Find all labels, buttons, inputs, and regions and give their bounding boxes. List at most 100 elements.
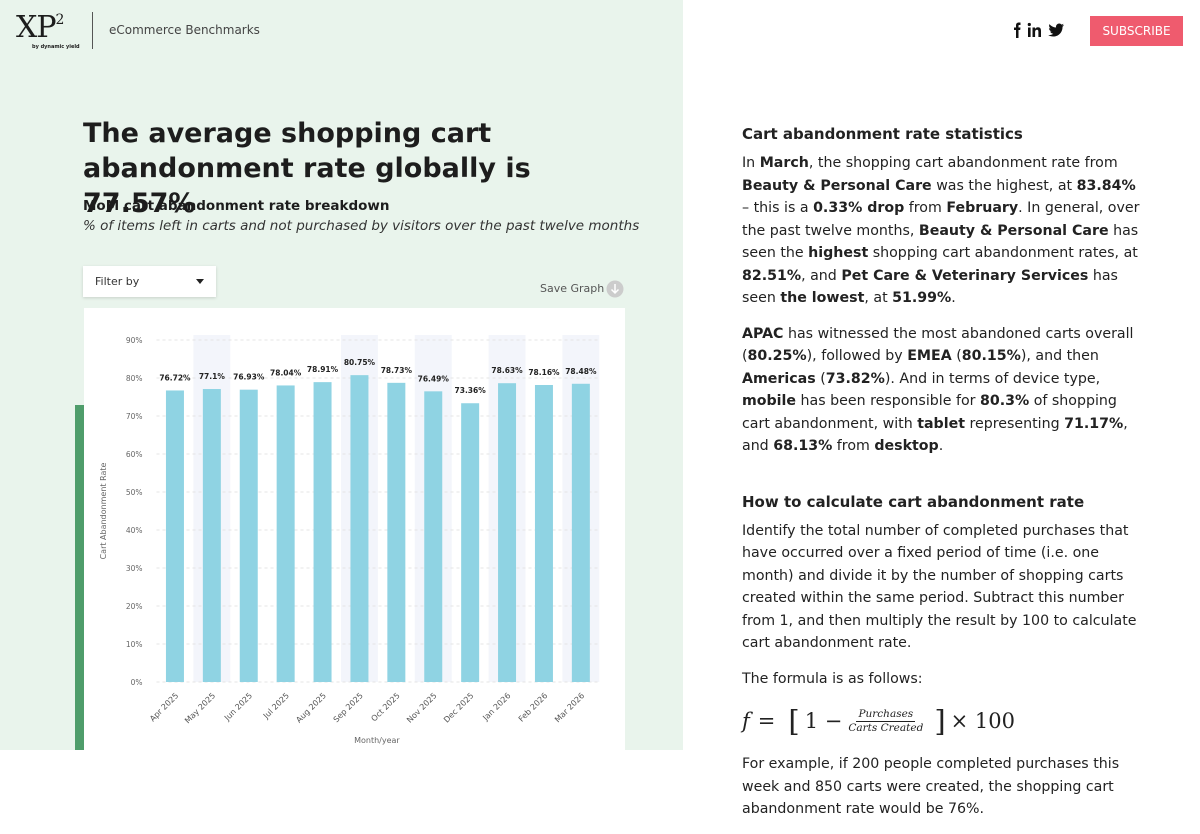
bold-text: tablet <box>917 415 965 432</box>
formula-times: × 100 <box>950 708 1015 733</box>
formula: f = [ 1 − Purchases Carts Created ] × 100 <box>742 703 1142 739</box>
value-label: 76.49% <box>418 374 450 383</box>
x-tick-label: May 2025 <box>183 691 217 725</box>
formula-denominator: Carts Created <box>848 721 924 734</box>
x-tick-label: Feb 2026 <box>517 691 550 724</box>
text: was the highest, at <box>931 177 1077 194</box>
paragraph: For example, if 200 people completed pur… <box>742 756 1120 817</box>
bar <box>498 383 517 682</box>
paragraph: The formula is as follows: <box>742 670 923 687</box>
x-tick-label: Jun 2025 <box>222 691 254 723</box>
facebook-icon[interactable] <box>1014 22 1021 39</box>
bar <box>461 403 480 682</box>
description: % of items left in carts and not purchas… <box>83 218 640 234</box>
bold-text: Beauty & Personal Care <box>742 177 932 194</box>
bold-text: 68.13% <box>773 438 833 454</box>
text: has seen <box>742 267 1118 307</box>
value-label: 78.91% <box>307 365 339 374</box>
subscribe-button[interactable]: SUBSCRIBE <box>1090 16 1183 46</box>
y-tick-label: 0% <box>131 678 143 687</box>
text: ), and then <box>1020 348 1099 364</box>
bold-text: March <box>759 155 809 171</box>
x-tick-label: Jan 2026 <box>480 691 512 723</box>
page: eCommerce Benchmarks { "header": { "logo… <box>0 0 1183 817</box>
bold-text: EMEA <box>907 348 952 364</box>
value-label: 78.04% <box>270 368 302 377</box>
logo-sup: 2 <box>55 12 65 28</box>
bold-text: February <box>946 200 1019 216</box>
text: , at <box>864 290 893 306</box>
bar <box>534 384 553 682</box>
bold-text: APAC <box>742 325 784 342</box>
y-axis-title: Cart Abandonment Rate <box>99 463 108 560</box>
bold-text: 73.82% <box>825 370 885 387</box>
paragraph: In March, the shopping cart abandonment … <box>742 152 1142 310</box>
logo-text: XP <box>16 10 57 45</box>
y-tick-label: 80% <box>126 374 143 383</box>
bold-text: 80.25% <box>747 348 807 364</box>
bold-text: highest <box>808 245 869 261</box>
text: has been responsible for <box>796 393 980 409</box>
formula-one-minus: 1 − <box>804 708 843 733</box>
bar <box>350 375 369 682</box>
text: shopping cart abandonment rates, at <box>868 245 1138 261</box>
bar <box>276 385 295 682</box>
social-links <box>1014 22 1064 39</box>
text: ), followed by <box>806 348 908 364</box>
text: – this is a <box>742 200 814 216</box>
y-tick-label: 50% <box>126 488 143 497</box>
bold-text: 82.51% <box>742 267 802 284</box>
y-tick-label: 10% <box>126 640 143 649</box>
text: . <box>938 438 944 454</box>
bar <box>165 390 184 682</box>
value-label: 76.93% <box>233 373 265 382</box>
text: has seen the <box>742 222 1139 262</box>
bold-text: 80.3% <box>979 393 1030 409</box>
twitter-icon[interactable] <box>1048 23 1064 37</box>
text: of shopping cart abandonment, with <box>742 393 1117 432</box>
page-body: XP2 by dynamic yield eCommerce Benchmark… <box>0 0 1183 817</box>
formula-numerator: Purchases <box>856 707 916 722</box>
bold-text: the lowest <box>780 290 865 306</box>
value-label: 78.48% <box>565 367 597 376</box>
logo-sub: by dynamic yield <box>32 44 80 50</box>
bold-text: Beauty & Personal Care <box>918 222 1109 239</box>
value-label: 77.1% <box>199 372 226 381</box>
bar <box>571 383 590 682</box>
formula-bracket: [ <box>788 703 800 738</box>
filter-dropdown[interactable]: Filter by <box>83 266 216 297</box>
y-tick-label: 20% <box>126 602 143 611</box>
text: ). And in terms of device type, <box>884 370 1101 387</box>
y-tick-label: 90% <box>126 336 143 345</box>
bar <box>202 389 221 682</box>
bar <box>424 391 443 682</box>
section-heading: How to calculate cart abandonment rate <box>742 492 1085 511</box>
text: In <box>742 155 760 171</box>
logo[interactable]: XP2 <box>16 10 65 45</box>
filter-label: Filter by <box>95 275 140 288</box>
bold-text: 80.15% <box>961 348 1021 364</box>
chart: 0% 10% 20% 30% 40% 50% 60% 70% 80% 90% Cart Abando… <box>99 335 600 745</box>
formula-lhs: f <box>742 708 750 733</box>
text: from <box>904 200 947 216</box>
bar <box>387 382 406 682</box>
x-tick-label: Oct 2025 <box>369 691 401 723</box>
article: Cart abandonment rate statistics In Marc… <box>742 124 1142 834</box>
text: has witnessed the most abandoned carts o… <box>742 325 1134 365</box>
linkedin-icon[interactable] <box>1027 22 1041 37</box>
save-graph[interactable]: Save Graph <box>540 282 605 295</box>
text: representing <box>964 415 1065 432</box>
accent-strip <box>75 405 84 750</box>
value-label: 78.73% <box>381 366 413 375</box>
save-icon[interactable] <box>606 280 624 298</box>
bold-text: 0.33% drop <box>813 200 905 216</box>
value-label: 80.75% <box>344 358 376 367</box>
value-label: 78.63% <box>491 366 523 375</box>
bold-text: 71.17% <box>1064 415 1124 432</box>
paragraph: APAC has witnessed the most abandoned ca… <box>742 323 1142 458</box>
formula-equals: = <box>757 708 776 733</box>
y-tick-label: 60% <box>126 450 143 459</box>
text: , and <box>742 415 1128 455</box>
text: . <box>951 290 956 306</box>
value-label: 78.16% <box>528 368 560 377</box>
